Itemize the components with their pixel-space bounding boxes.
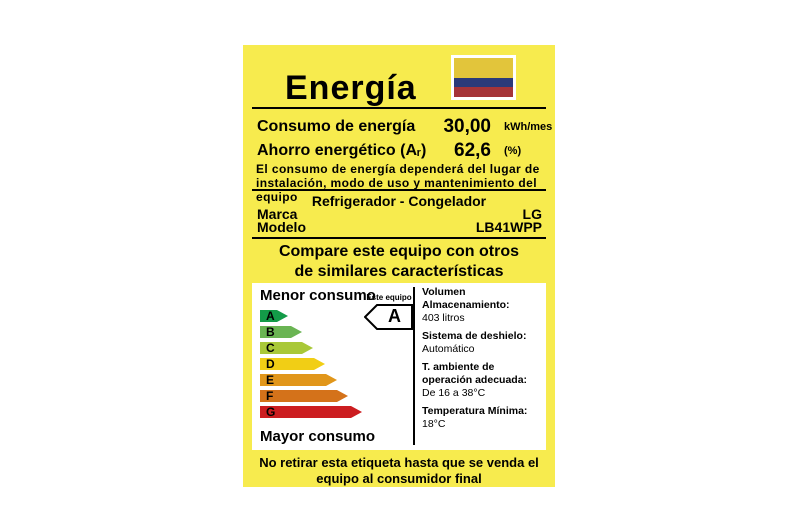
model-label: Modelo — [257, 219, 306, 235]
rating-bar-c: C — [260, 342, 313, 354]
consumption-label: Consumo de energía — [257, 117, 416, 135]
menor-consumo-label: Menor consumo — [260, 287, 376, 304]
rating-bar-g: G — [260, 406, 362, 418]
label-title: Energía — [285, 69, 417, 107]
grade-arrow-icon: A — [363, 303, 414, 336]
consumption-row: Consumo de energía 30,00 kWh/mes — [257, 115, 553, 138]
model-row: Modelo LB41WPP — [257, 219, 542, 235]
rating-bar-a: A — [260, 310, 288, 322]
model-value: LB41WPP — [475, 219, 542, 235]
rating-letter-b: B — [266, 325, 275, 339]
spec-ambient-temp: T. ambiente de operación adecuada: De 16… — [422, 361, 542, 400]
brand-value: LG — [522, 206, 542, 222]
rating-bars: A B C D E F G — [260, 310, 362, 422]
divider-line — [252, 189, 546, 191]
usage-disclaimer: El consumo de energía dependerá del luga… — [256, 162, 540, 205]
flag-stripe-blue — [454, 77, 513, 88]
panel-divider — [413, 287, 415, 445]
energy-label: Energía Consumo de energía 30,00 kWh/mes… — [243, 45, 555, 487]
product-type: Refrigerador - Congelador — [311, 193, 487, 209]
spec-defrost-value: Automático — [422, 343, 475, 356]
efficiency-panel: Menor consumo A B C D E F G Este equipo … — [252, 283, 546, 450]
spec-min-temp-label: Temperatura Mínima: — [422, 404, 528, 417]
flag-stripe-yellow — [454, 58, 513, 78]
footer-note: No retirar esta etiqueta hasta que se ve… — [243, 455, 555, 488]
this-equipment-tag: Este equipo A — [363, 293, 414, 336]
divider-line — [252, 107, 546, 109]
rating-letter-d: D — [266, 357, 275, 371]
spec-ambient-temp-value: De 16 a 38°C — [422, 387, 486, 400]
savings-unit: (%) — [504, 144, 522, 157]
savings-row: Ahorro energético (Aᵣ) 62,6 (%) — [257, 139, 545, 162]
rating-bar-b: B — [260, 326, 302, 338]
spec-volume-label: Volumen Almacenamiento: — [422, 286, 510, 311]
grade-value: A — [388, 306, 401, 326]
spec-volume-value: 403 litros — [422, 312, 465, 325]
savings-value: 62,6 — [454, 139, 491, 161]
footer-note-text: No retirar esta etiqueta hasta que se ve… — [259, 455, 539, 487]
spec-min-temp: Temperatura Mínima: 18°C — [422, 405, 542, 431]
rating-letter-e: E — [266, 373, 275, 387]
rating-letter-g: G — [266, 405, 276, 419]
consumption-value: 30,00 — [443, 115, 491, 137]
specs-list: Volumen Almacenamiento: 403 litros Siste… — [422, 286, 542, 436]
spec-volume: Volumen Almacenamiento: 403 litros — [422, 286, 542, 325]
rating-bar-d: D — [260, 358, 325, 370]
colombia-flag-icon — [451, 55, 516, 100]
consumption-unit: kWh/mes — [504, 120, 553, 133]
spec-min-temp-value: 18°C — [422, 418, 446, 431]
rating-letter-a: A — [266, 309, 275, 323]
spec-defrost-label: Sistema de deshielo: — [422, 329, 527, 342]
compare-note-text: Compare este equipo con otros de similar… — [278, 243, 520, 280]
divider-line — [252, 237, 546, 239]
spec-ambient-temp-label: T. ambiente de operación adecuada: — [422, 360, 528, 386]
rating-bar-f: F — [260, 390, 348, 402]
rating-bar-e: E — [260, 374, 337, 386]
flag-stripe-red — [454, 87, 513, 97]
brand-label: Marca — [257, 206, 298, 222]
mayor-consumo-label: Mayor consumo — [260, 428, 376, 445]
rating-letter-c: C — [266, 341, 275, 355]
savings-label: Ahorro energético (Aᵣ) — [257, 141, 427, 159]
este-equipo-label: Este equipo — [366, 293, 412, 302]
compare-note: Compare este equipo con otros de similar… — [243, 242, 555, 282]
spec-defrost: Sistema de deshielo: Automático — [422, 330, 542, 356]
rating-letter-f: F — [266, 389, 274, 403]
brand-row: Marca LG — [257, 206, 542, 222]
